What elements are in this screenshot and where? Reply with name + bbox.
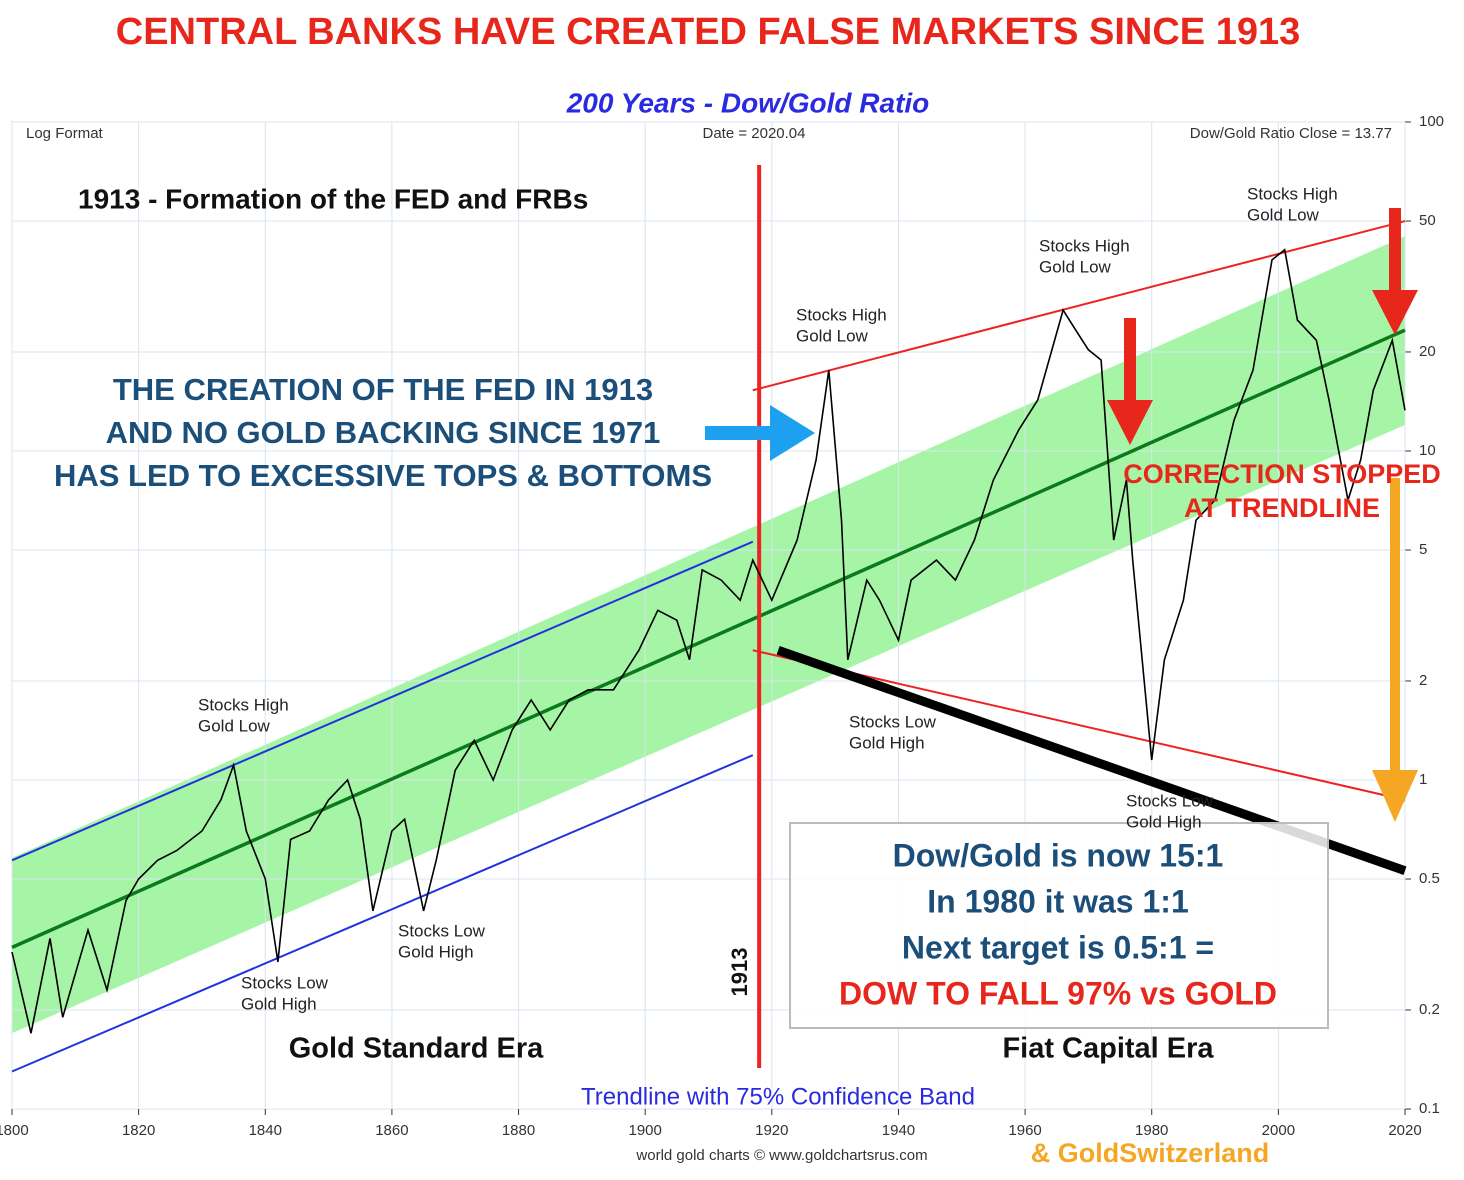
y-tick-label: 0.5 [1419, 870, 1440, 887]
chart-subtitle: 200 Years - Dow/Gold Ratio [566, 87, 930, 118]
annotation: CORRECTION STOPPED [1123, 459, 1441, 489]
channel-line [752, 220, 1406, 392]
x-tick-label: 1900 [628, 1122, 661, 1139]
x-tick-label: 2000 [1262, 1122, 1295, 1139]
annotation: In 1980 it was 1:1 [927, 883, 1188, 919]
source: world gold charts © www.goldchartsrus.co… [635, 1147, 927, 1164]
y-tick-label: 10 [1419, 442, 1436, 459]
x-tick-label: 1860 [375, 1122, 408, 1139]
x-tick-label: 1920 [755, 1122, 788, 1139]
annotation: Stocks High [796, 305, 887, 324]
close-note: Dow/Gold Ratio Close = 13.77 [1190, 125, 1392, 142]
annotation: Fiat Capital Era [1002, 1033, 1214, 1065]
y-tick-label: 100 [1419, 113, 1444, 130]
annotation: Stocks Low [1126, 791, 1214, 810]
y-tick-label: 2 [1419, 672, 1427, 689]
annotation: Gold High [849, 733, 925, 752]
annotation: Stocks Low [849, 712, 937, 731]
channel-line [11, 540, 754, 862]
annotation: Stocks Low [241, 973, 329, 992]
trendline [11, 328, 1406, 949]
info-box [789, 822, 1329, 1029]
x-tick-label: 1980 [1135, 1122, 1168, 1139]
annotation: AT TRENDLINE [1184, 493, 1380, 523]
x-tick-label: 1940 [882, 1122, 915, 1139]
annotation: Gold High [1126, 812, 1202, 831]
annotation: Next target is 0.5:1 = [902, 929, 1214, 965]
annotation: Stocks High [1039, 236, 1130, 255]
annotation: Dow/Gold is now 15:1 [893, 837, 1224, 873]
band-label: Trendline with 75% Confidence Band [581, 1083, 975, 1110]
marker-label: 1913 [727, 948, 752, 997]
y-tick-label: 1 [1419, 771, 1427, 788]
y-tick-label: 50 [1419, 212, 1436, 229]
annotation: Stocks High [198, 695, 289, 714]
annotation: Gold Low [796, 326, 869, 345]
annotation: AND NO GOLD BACKING SINCE 1971 [106, 415, 661, 450]
annotation: 1913 - Formation of the FED and FRBs [78, 183, 588, 214]
channel-line [11, 754, 754, 1073]
orange-arrow [1372, 478, 1418, 822]
annotation: Gold High [398, 942, 474, 961]
blue-arrow [705, 405, 815, 461]
annotation: Stocks High [1247, 184, 1338, 203]
annotation: Gold Low [1039, 257, 1112, 276]
annotation: Gold High [241, 994, 317, 1013]
red-arrow [1372, 208, 1418, 335]
x-tick-label: 1880 [502, 1122, 535, 1139]
x-tick-label: 1960 [1008, 1122, 1041, 1139]
annotation: Stocks Low [398, 921, 486, 940]
date-note: Date = 2020.04 [702, 125, 805, 142]
x-tick-label: 2020 [1388, 1122, 1421, 1139]
y-tick-label: 5 [1419, 541, 1427, 558]
annotation: Gold Low [1247, 205, 1320, 224]
y-tick-label: 0.2 [1419, 1001, 1440, 1018]
chart-title: CENTRAL BANKS HAVE CREATED FALSE MARKETS… [116, 11, 1301, 53]
annotation: Gold Standard Era [289, 1033, 544, 1065]
scale-note: Log Format [26, 125, 104, 142]
x-tick-label: 1800 [0, 1122, 29, 1139]
confidence-band [12, 236, 1405, 1034]
y-tick-label: 20 [1419, 343, 1436, 360]
annotation: HAS LED TO EXCESSIVE TOPS & BOTTOMS [54, 458, 712, 493]
x-tick-label: 1840 [249, 1122, 282, 1139]
annotation: DOW TO FALL 97% vs GOLD [839, 975, 1277, 1011]
partner: & GoldSwitzerland [1031, 1138, 1270, 1168]
annotation: Gold Low [198, 716, 271, 735]
x-tick-label: 1820 [122, 1122, 155, 1139]
red-arrow [1107, 318, 1153, 445]
y-tick-label: 0.1 [1419, 1100, 1440, 1117]
series-line [11, 248, 1406, 1034]
annotation: THE CREATION OF THE FED IN 1913 [113, 372, 653, 407]
